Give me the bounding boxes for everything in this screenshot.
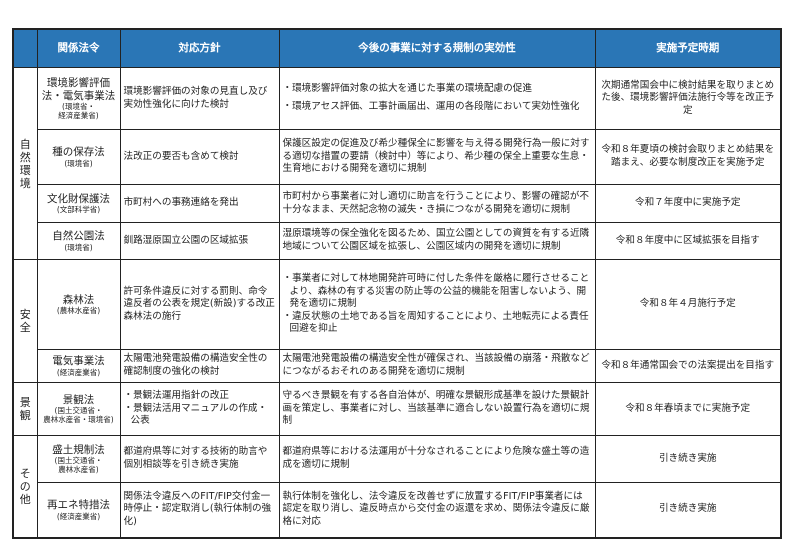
schedule-cell: 令和８年度中に区域拡張を目指す bbox=[594, 222, 782, 260]
effectiveness-text: 保護区設定の促進及び希少種保全に影響を与え得る開発行為一般に対する適切な措置の要… bbox=[282, 138, 590, 175]
ministry-name: (国土交通省・ 農林水産省・環境省) bbox=[43, 406, 114, 425]
effectiveness-cell: 執行体制を強化し、法令違反を改善せずに放置するFIT/FIP事業者には認定を取り… bbox=[278, 482, 596, 538]
law-name: 種の保存法 bbox=[52, 146, 105, 159]
ministry-name: (経済産業省) bbox=[56, 367, 101, 377]
policy-text: 法改正の要否も含めて検討 bbox=[123, 150, 239, 162]
schedule-cell: 次期通常国会中に検討結果を取りまとめた後、環境影響評価法施行令等を改正予定 bbox=[594, 67, 782, 130]
law-cell: 自然公園法 (環境省) bbox=[36, 222, 121, 260]
ministry-name: (農林水産省) bbox=[56, 306, 101, 316]
law-name: 景観法 bbox=[62, 393, 95, 406]
law-cell: 文化財保護法 (文部科学省) bbox=[36, 184, 121, 223]
ministry-name: (環境省) bbox=[64, 158, 93, 168]
schedule-cell: 令和８年夏頃の検討会取りまとめ結果を踏まえ、必要な制度改正を実施予定 bbox=[594, 129, 782, 185]
table-row: 電気事業法 (経済産業省) 太陽電池発電設備の構造安全性の確認制度の強化の検討 太陽電… bbox=[13, 349, 782, 383]
category-cell: 景観 bbox=[12, 382, 38, 436]
law-name: 環境影響評価法・電気事業法 bbox=[41, 76, 116, 102]
category-cell: その他 bbox=[12, 435, 38, 538]
schedule-cell: 令和７年度中に実施予定 bbox=[594, 184, 782, 223]
header-related-law: 関係法令 bbox=[36, 28, 121, 68]
policy-cell: 環境影響評価の対象の見直し及び実効性強化に向けた検討 bbox=[119, 67, 280, 130]
table-row: 安全 森林法 (農林水産省) 許可条件違反に対する罰則、命令違反者の公表を規定(新設)… bbox=[12, 259, 782, 383]
effectiveness-cell: 守るべき景観を有する各自治体が、明確な景観形成基準を設けた景観計画を策定し、事業… bbox=[278, 382, 596, 436]
policy-text: 太陽電池発電設備の構造安全性の確認制度の強化の検討 bbox=[123, 353, 268, 377]
policy-cell: 法改正の要否も含めて検討 bbox=[119, 129, 280, 185]
law-name: 文化財保護法 bbox=[47, 192, 110, 205]
effectiveness-cell: 市町村から事業者に対し適切に助言を行うことにより、影響の確認が不十分なまま、天然… bbox=[278, 184, 596, 223]
table-row: 自然環境 環境影響評価法・電気事業法 (環境省・ 経済産業省) 環境影響評価の対象の見… bbox=[12, 67, 782, 260]
effectiveness-text: ・事業者に対して林地開発許可時に付した条件を厳格に履行させることより、森林の有す… bbox=[282, 273, 590, 310]
ministry-name: (国土交通省・ 農林水産省) bbox=[54, 456, 103, 475]
header-schedule: 実施予定時期 bbox=[594, 28, 782, 68]
law-cell: 森林法 (農林水産省) bbox=[36, 259, 121, 350]
ministry-name: (環境省) bbox=[64, 242, 93, 252]
policy-cell: 釧路湿原国立公園の区域拡張 bbox=[119, 222, 280, 260]
law-name: 盛土規制法 bbox=[52, 443, 105, 456]
law-name: 電気事業法 bbox=[52, 355, 105, 368]
header-effectiveness: 今後の事業に対する規制の実効性 bbox=[278, 28, 596, 68]
table-row: 種の保存法 (環境省) 法改正の要否も含めて検討 保護区設定の促進及び希少種保全に影響… bbox=[13, 129, 782, 185]
table-row: 再エネ特措法 (経済産業省) 関係法令違反へのFIT/FIP交付金一時停止・認定取消… bbox=[13, 482, 782, 538]
effectiveness-cell: 保護区設定の促進及び希少種保全に影響を与え得る開発行為一般に対する適切な措置の要… bbox=[278, 129, 596, 185]
law-cell: 再エネ特措法 (経済産業省) bbox=[36, 482, 121, 538]
category-label: 自然環境 bbox=[19, 137, 31, 190]
effectiveness-text: ・違反状態の土地である旨を周知することにより、土地転売による責任回避を抑止 bbox=[282, 310, 589, 335]
schedule-cell: 引き続き実施 bbox=[594, 435, 782, 483]
law-cell: 電気事業法 (経済産業省) bbox=[36, 349, 121, 383]
header-category bbox=[12, 28, 38, 68]
effectiveness-text: ・環境アセス評価、工事計画届出、運用の各段階において実効性強化 bbox=[282, 101, 580, 112]
schedule-cell: 令和８年４月施行予定 bbox=[594, 259, 782, 350]
policy-text: 関係法令違反へのFIT/FIP交付金一時停止・認定取消し(執行体制の強化) bbox=[123, 490, 272, 528]
policy-cell: 都道府県等に対する技術的助言や個別相談等を引き続き実施 bbox=[119, 435, 280, 483]
policy-cell: ・景観法運用指針の改正 ・景観法活用マニュアルの作成・公表 bbox=[119, 382, 280, 436]
policy-text: 許可条件違反に対する罰則、命令違反者の公表を規定(新設)する改正森林法の施行 bbox=[123, 285, 275, 322]
policy-text: 環境影響評価の対象の見直し及び実効性強化に向けた検討 bbox=[123, 85, 268, 110]
effectiveness-cell: ・事業者に対して林地開発許可時に付した条件を厳格に履行させることより、森林の有す… bbox=[278, 259, 596, 350]
table-row: 文化財保護法 (文部科学省) 市町村への事務連絡を発出 市町村から事業者に対し適切に助… bbox=[13, 184, 782, 223]
table-row: その他 盛土規制法 (国土交通省・ 農林水産省) 都道府県等に対する技術的助言や個別相… bbox=[12, 435, 782, 538]
law-cell: 盛土規制法 (国土交通省・ 農林水産省) bbox=[36, 435, 121, 483]
table-row: 景観 景観法 (国土交通省・ 農林水産省・環境省) ・景観法運用指針の改正 ・景観法活用… bbox=[12, 382, 782, 436]
schedule-cell: 令和８年春頃までに実施予定 bbox=[594, 382, 782, 436]
category-cell: 安全 bbox=[12, 259, 38, 383]
policy-text: 都道府県等に対する技術的助言や個別相談等を引き続き実施 bbox=[123, 446, 268, 470]
effectiveness-cell: ・環境影響評価対象の拡大を通じた事業の環境配慮の促進・環境アセス評価、工事計画届… bbox=[278, 67, 596, 130]
law-name: 自然公園法 bbox=[52, 230, 105, 243]
law-name: 再エネ特措法 bbox=[47, 498, 110, 511]
policy-cell: 許可条件違反に対する罰則、命令違反者の公表を規定(新設)する改正森林法の施行 bbox=[119, 259, 280, 350]
policy-cell: 太陽電池発電設備の構造安全性の確認制度の強化の検討 bbox=[119, 349, 280, 383]
effectiveness-text: 執行体制を強化し、法令違反を改善せずに放置するFIT/FIP事業者には認定を取り… bbox=[282, 490, 590, 528]
law-cell: 環境影響評価法・電気事業法 (環境省・ 経済産業省) bbox=[36, 67, 121, 130]
category-label: 景観 bbox=[19, 396, 31, 422]
effectiveness-cell: 都道府県等における法運用が十分なされることにより危険な盛土等の造成を適切に規制 bbox=[278, 435, 596, 483]
effectiveness-text: 都道府県等における法運用が十分なされることにより危険な盛土等の造成を適切に規制 bbox=[282, 446, 590, 470]
policy-text: 釧路湿原国立公園の区域拡張 bbox=[123, 234, 249, 246]
law-cell: 景観法 (国土交通省・ 農林水産省・環境省) bbox=[36, 382, 121, 436]
category-label: その他 bbox=[19, 466, 31, 506]
effectiveness-text: 湿原環境等の保全強化を図るため、国立公園としての資質を有する近隣地域について公園… bbox=[282, 228, 590, 252]
effectiveness-text: ・環境影響評価対象の拡大を通じた事業の環境配慮の促進 bbox=[282, 83, 532, 95]
policy-cell: 市町村への事務連絡を発出 bbox=[119, 184, 280, 223]
effectiveness-text: 市町村から事業者に対し適切に助言を行うことにより、影響の確認が不十分なまま、天然… bbox=[282, 190, 589, 215]
header-row: 関係法令 対応方針 今後の事業に対する規制の実効性 実施予定時期 bbox=[12, 28, 782, 68]
policy-text: ・景観法活用マニュアルの作成・公表 bbox=[123, 402, 268, 427]
ministry-name: (文部科学省) bbox=[56, 205, 101, 215]
category-cell: 自然環境 bbox=[12, 67, 38, 260]
effectiveness-text: 守るべき景観を有する各自治体が、明確な景観形成基準を設けた景観計画を策定し、事業… bbox=[282, 390, 590, 427]
law-cell: 種の保存法 (環境省) bbox=[36, 129, 121, 185]
law-name: 森林法 bbox=[62, 293, 95, 306]
table-row: 自然公園法 (環境省) 釧路湿原国立公園の区域拡張 湿原環境等の保全強化を図るため、国… bbox=[13, 222, 782, 260]
policy-text: ・景観法運用指針の改正 bbox=[123, 390, 230, 402]
policy-cell: 関係法令違反へのFIT/FIP交付金一時停止・認定取消し(執行体制の強化) bbox=[119, 482, 280, 538]
header-policy: 対応方針 bbox=[119, 28, 280, 68]
schedule-cell: 令和８年通常国会での法案提出を目指す bbox=[594, 349, 782, 383]
effectiveness-cell: 太陽電池発電設備の構造安全性が確保され、当該設備の崩落・飛散などにつながるおそれ… bbox=[278, 349, 596, 383]
ministry-name: (環境省・ 経済産業省) bbox=[58, 102, 99, 121]
regulation-table: 関係法令 対応方針 今後の事業に対する規制の実効性 実施予定時期 自然環境 環境影響評価… bbox=[12, 28, 782, 539]
ministry-name: (経済産業省) bbox=[56, 511, 101, 521]
effectiveness-cell: 湿原環境等の保全強化を図るため、国立公園としての資質を有する近隣地域について公園… bbox=[278, 222, 596, 260]
schedule-cell: 引き続き実施 bbox=[594, 482, 782, 538]
effectiveness-text: 太陽電池発電設備の構造安全性が確保され、当該設備の崩落・飛散などにつながるおそれ… bbox=[282, 353, 590, 377]
policy-text: 市町村への事務連絡を発出 bbox=[123, 197, 239, 209]
category-label: 安全 bbox=[19, 308, 31, 334]
